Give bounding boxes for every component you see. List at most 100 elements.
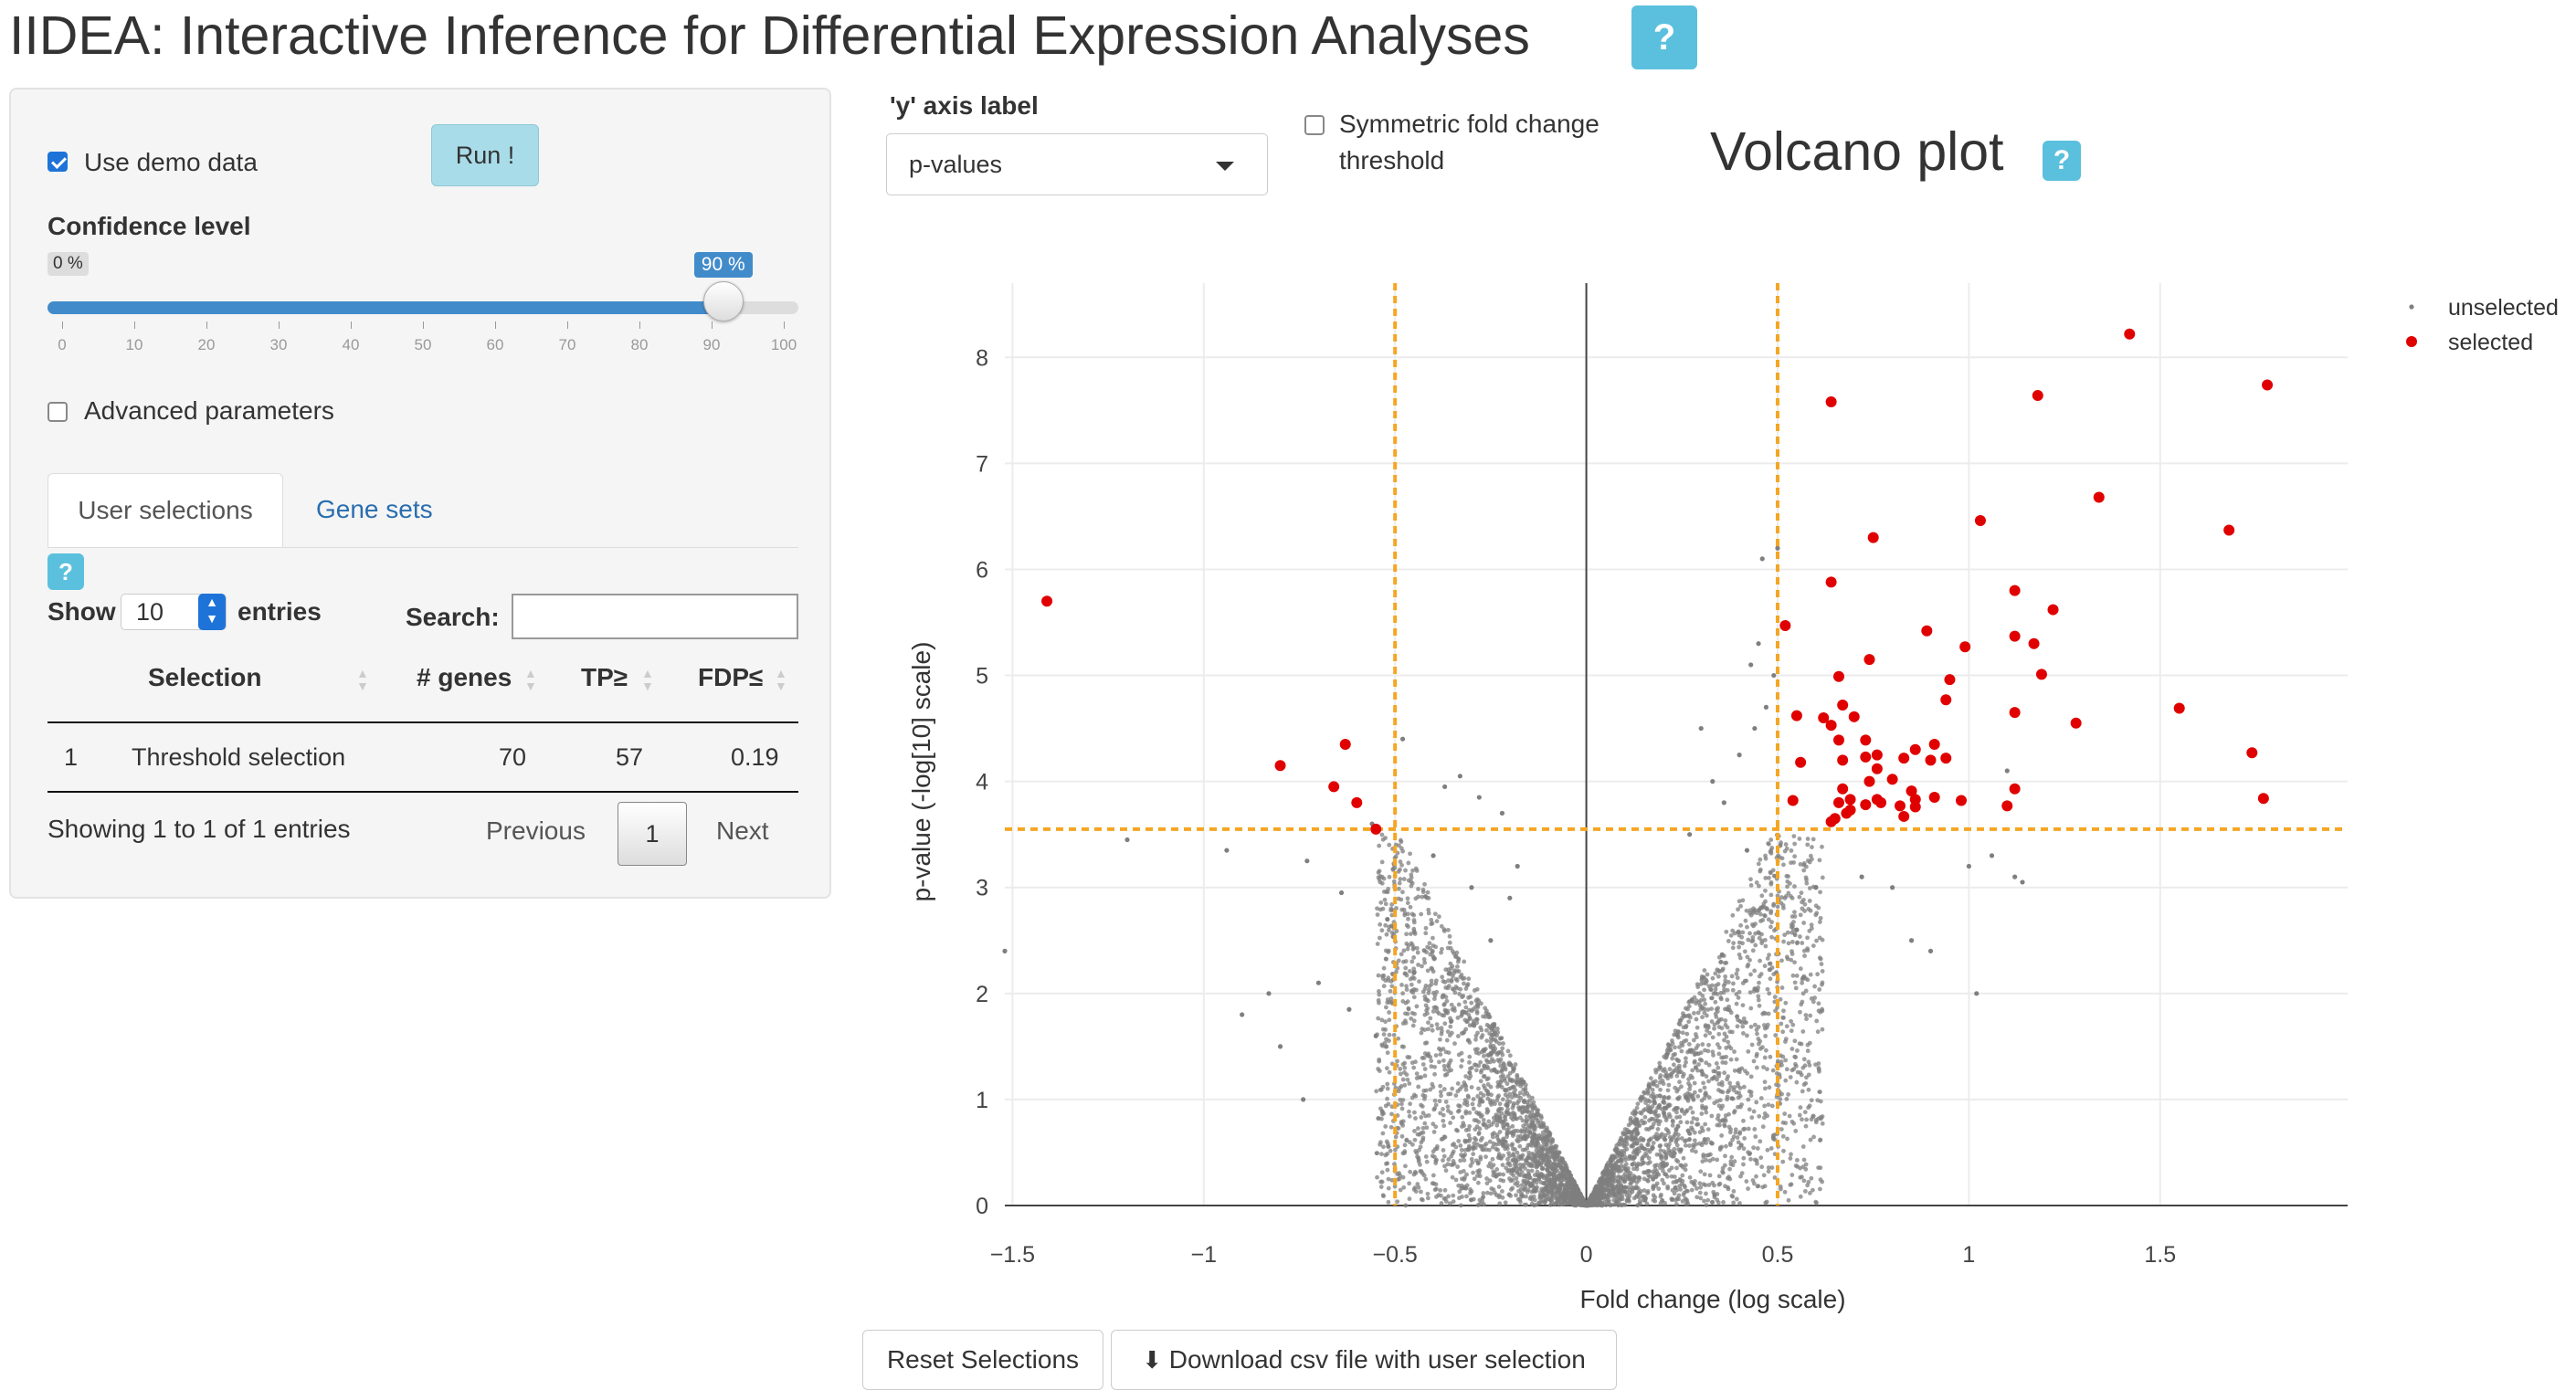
selected-point[interactable] (1790, 710, 1802, 721)
unselected-point (1675, 1159, 1681, 1164)
column-header-genes[interactable]: # genes (417, 663, 512, 691)
selected-point[interactable] (1860, 751, 1872, 763)
selected-point[interactable] (1787, 795, 1799, 806)
selected-point[interactable] (2009, 630, 2021, 642)
selected-point[interactable] (1832, 670, 1844, 682)
selected-point[interactable] (1041, 595, 1053, 607)
selected-point[interactable] (2035, 669, 2047, 680)
selected-point[interactable] (2093, 491, 2105, 503)
selected-point[interactable] (1795, 756, 1807, 768)
selected-point[interactable] (2009, 783, 2021, 795)
selected-point[interactable] (1370, 823, 1382, 835)
selected-point[interactable] (2262, 379, 2274, 391)
selected-point[interactable] (2173, 702, 2185, 714)
selected-point[interactable] (1825, 816, 1837, 827)
selected-point[interactable] (1837, 700, 1849, 711)
selected-point[interactable] (1898, 810, 1910, 822)
selected-point[interactable] (2028, 637, 2040, 649)
tab-gene-sets[interactable]: Gene sets (316, 495, 433, 523)
confidence-slider-track[interactable] (48, 301, 798, 314)
help-button-table[interactable]: ? (48, 553, 84, 590)
unselected-point (1415, 950, 1420, 955)
use-demo-data-checkbox[interactable] (48, 152, 68, 172)
selected-point[interactable] (1860, 799, 1872, 811)
selected-point[interactable] (2009, 584, 2021, 596)
selected-point[interactable] (1925, 754, 1937, 766)
selected-point[interactable] (1871, 763, 1883, 774)
selected-point[interactable] (1832, 796, 1844, 808)
unselected-point (1423, 1003, 1429, 1008)
column-header-fdp[interactable]: FDP≤ (698, 663, 764, 691)
selected-point[interactable] (1339, 739, 1351, 750)
selected-point[interactable] (1944, 674, 1956, 686)
selected-point[interactable] (1863, 775, 1875, 787)
help-button[interactable]: ? (1631, 5, 1697, 69)
legend-unselected-label[interactable]: unselected (2448, 295, 2559, 321)
selected-point[interactable] (1906, 785, 1917, 797)
previous-page-button[interactable]: Previous (486, 816, 586, 845)
selected-point[interactable] (2047, 604, 2059, 616)
symmetric-threshold-checkbox[interactable] (1304, 115, 1325, 135)
selected-point[interactable] (1956, 795, 1968, 806)
search-input[interactable] (512, 594, 798, 639)
selected-point[interactable] (1825, 720, 1837, 732)
download-csv-button[interactable]: ⬇ Download csv file with user selection (1111, 1330, 1617, 1390)
selected-point[interactable] (1871, 749, 1883, 761)
selected-point[interactable] (1779, 619, 1791, 631)
reset-selections-button[interactable]: Reset Selections (862, 1330, 1103, 1390)
selected-point[interactable] (1863, 654, 1875, 666)
selected-point[interactable] (1921, 625, 1933, 637)
column-header-tp[interactable]: TP≥ (581, 663, 628, 691)
selected-point[interactable] (2032, 390, 2043, 402)
selected-point[interactable] (1844, 794, 1856, 806)
selected-point[interactable] (1818, 711, 1830, 723)
selected-point[interactable] (1328, 781, 1340, 793)
tab-user-selections[interactable]: User selections (48, 473, 283, 548)
selected-point[interactable] (1959, 641, 1971, 653)
selected-point[interactable] (1974, 515, 1986, 527)
selected-point[interactable] (1274, 760, 1286, 772)
selected-point[interactable] (1940, 753, 1952, 764)
selected-point[interactable] (1832, 734, 1844, 746)
unselected-point (1755, 1031, 1759, 1037)
selected-point[interactable] (2009, 707, 2021, 719)
page-1-button[interactable]: 1 (618, 802, 687, 866)
selected-point[interactable] (1875, 796, 1887, 808)
selected-point[interactable] (2124, 328, 2136, 340)
selected-point[interactable] (2223, 524, 2235, 536)
selected-point[interactable] (2001, 800, 2013, 812)
selected-point[interactable] (1867, 532, 1879, 543)
selected-point[interactable] (1940, 694, 1952, 706)
selected-point[interactable] (1825, 396, 1837, 408)
selected-point[interactable] (1837, 783, 1849, 795)
unselected-point (1731, 981, 1736, 986)
confidence-slider-handle[interactable] (702, 281, 744, 321)
selected-point[interactable] (1909, 743, 1921, 755)
selected-point[interactable] (1886, 774, 1898, 785)
run-button[interactable]: Run ! (431, 124, 539, 186)
selected-point[interactable] (1841, 807, 1853, 819)
selected-point[interactable] (1895, 800, 1906, 812)
help-button-plot[interactable]: ? (2043, 141, 2081, 181)
selected-point[interactable] (2070, 717, 2082, 729)
unselected-point (1423, 931, 1429, 936)
selected-point[interactable] (1848, 711, 1860, 722)
selected-point[interactable] (1909, 801, 1921, 813)
selected-point[interactable] (1860, 734, 1872, 746)
selected-point[interactable] (2257, 793, 2269, 805)
selected-point[interactable] (1928, 792, 1940, 804)
selected-point[interactable] (1837, 754, 1849, 766)
legend-selected-label[interactable]: selected (2448, 330, 2533, 355)
selected-point[interactable] (2246, 747, 2258, 759)
selected-point[interactable] (1825, 576, 1837, 588)
selected-point[interactable] (1898, 753, 1910, 764)
selected-point[interactable] (1351, 796, 1363, 808)
column-header-selection[interactable]: Selection (148, 663, 262, 691)
advanced-parameters-checkbox[interactable] (48, 402, 68, 422)
unselected-point (1692, 1138, 1697, 1143)
entries-select[interactable]: 10 ▲ ▼ (121, 594, 227, 630)
selected-point[interactable] (1928, 739, 1940, 750)
next-page-button[interactable]: Next (716, 816, 769, 845)
y-axis-label-select[interactable]: p-values (886, 133, 1268, 195)
